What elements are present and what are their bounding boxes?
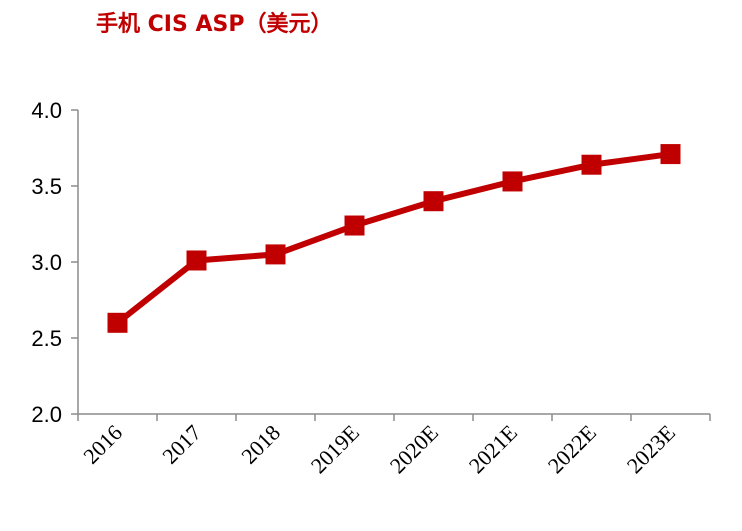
data-point-marker xyxy=(107,312,128,333)
data-point-marker xyxy=(265,244,286,265)
x-tick-label: 2018 xyxy=(236,420,285,469)
x-tick-label: 2020E xyxy=(385,420,443,478)
y-tick-label: 3.5 xyxy=(31,174,62,199)
x-tick-label: 2016 xyxy=(78,420,127,469)
data-point-marker xyxy=(423,191,444,212)
x-tick-labels: 2016 2017 2018 2019E 2020E 2021E 2022E 2023E xyxy=(78,420,680,478)
series-line xyxy=(114,151,674,326)
chart-title: 手机 CIS ASP（美元） xyxy=(96,12,333,37)
data-point-marker xyxy=(344,215,365,236)
data-point-marker xyxy=(581,154,602,175)
x-tick-label: 2023E xyxy=(622,420,680,478)
y-tick-label: 2.0 xyxy=(31,402,62,427)
series xyxy=(107,144,681,333)
y-tick-label: 2.5 xyxy=(31,326,62,351)
axes xyxy=(71,109,711,421)
y-tick-label: 3.0 xyxy=(31,250,62,275)
x-tick-label: 2017 xyxy=(157,420,206,469)
y-tick-label: 4.0 xyxy=(31,98,62,123)
y-tick-labels: 2.0 2.5 3.0 3.5 4.0 xyxy=(31,98,62,427)
x-tick-label: 2019E xyxy=(306,420,364,478)
data-point-marker xyxy=(186,250,207,271)
x-tick-label: 2022E xyxy=(543,420,601,478)
data-point-marker xyxy=(660,144,681,165)
x-tick-label: 2021E xyxy=(464,420,522,478)
data-point-marker xyxy=(502,171,523,192)
